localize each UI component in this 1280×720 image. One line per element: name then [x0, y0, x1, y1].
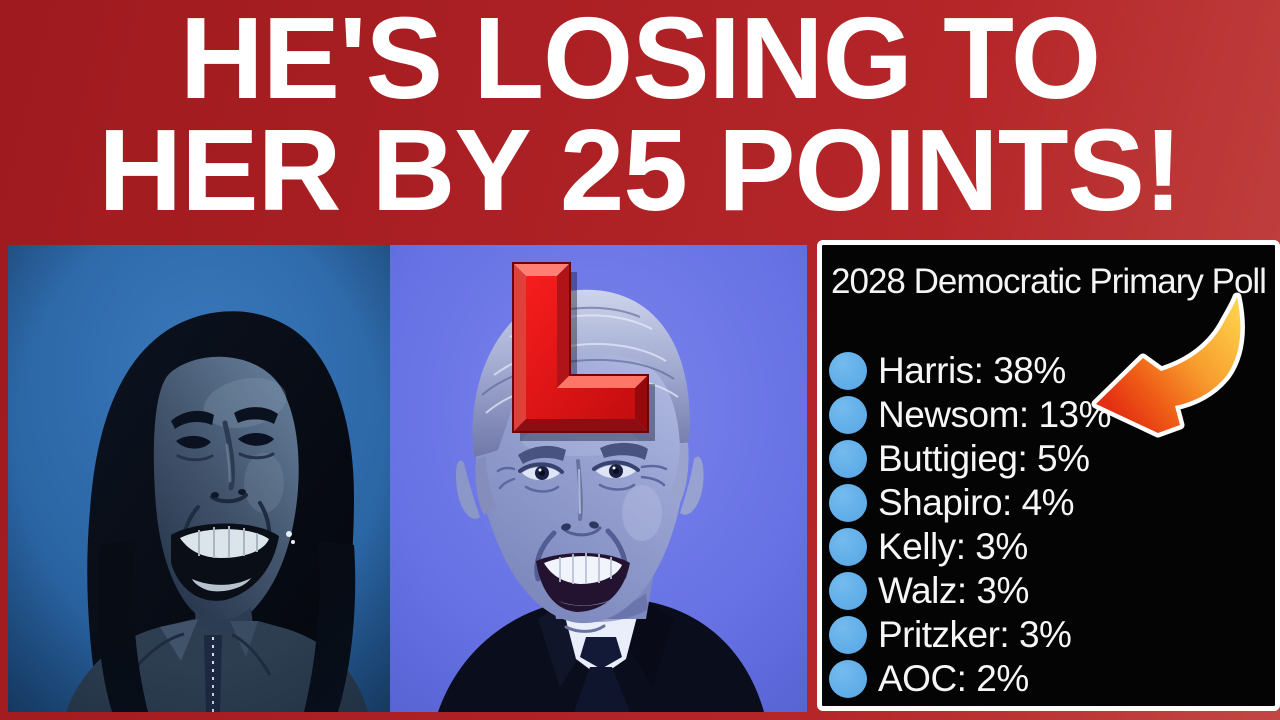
- headline-line-2: HER BY 25 POINTS!: [98, 105, 1182, 235]
- poll-item-aoc: AOC: 2%: [822, 657, 1275, 701]
- poll-list: Harris: 38% Newsom: 13% Buttigieg: 5% Sh…: [822, 349, 1275, 701]
- poll-item-shapiro: Shapiro: 4%: [822, 481, 1275, 525]
- poll-panel: 2028 Democratic Primary Poll Harris: 38%…: [817, 240, 1280, 711]
- poll-item-buttigieg: Buttigieg: 5%: [822, 437, 1275, 481]
- harris-portrait-illustration: [8, 245, 390, 712]
- harris-photo: [8, 245, 390, 712]
- poll-item-walz: Walz: 3%: [822, 569, 1275, 613]
- poll-item-newsom: Newsom: 13%: [822, 393, 1275, 437]
- bullet-icon: [829, 352, 867, 390]
- bullet-icon: [829, 616, 867, 654]
- bullet-icon: [829, 572, 867, 610]
- headline: HE'S LOSING TO HER BY 25 POINTS!: [0, 0, 1280, 235]
- bullet-icon: [829, 528, 867, 566]
- poll-item-harris: Harris: 38%: [822, 349, 1275, 393]
- bullet-icon: [829, 440, 867, 478]
- bullet-icon: [829, 484, 867, 522]
- letter-l-graphic: [512, 262, 655, 441]
- poll-item-kelly: Kelly: 3%: [822, 525, 1275, 569]
- poll-title: 2028 Democratic Primary Poll: [831, 262, 1267, 301]
- newsom-portrait-illustration: [390, 245, 807, 712]
- headline-line-1: HE'S LOSING TO: [179, 0, 1101, 123]
- bullet-icon: [829, 396, 867, 434]
- bullet-icon: [829, 660, 867, 698]
- newsom-photo: L: [390, 245, 807, 712]
- poll-item-pritzker: Pritzker: 3%: [822, 613, 1275, 657]
